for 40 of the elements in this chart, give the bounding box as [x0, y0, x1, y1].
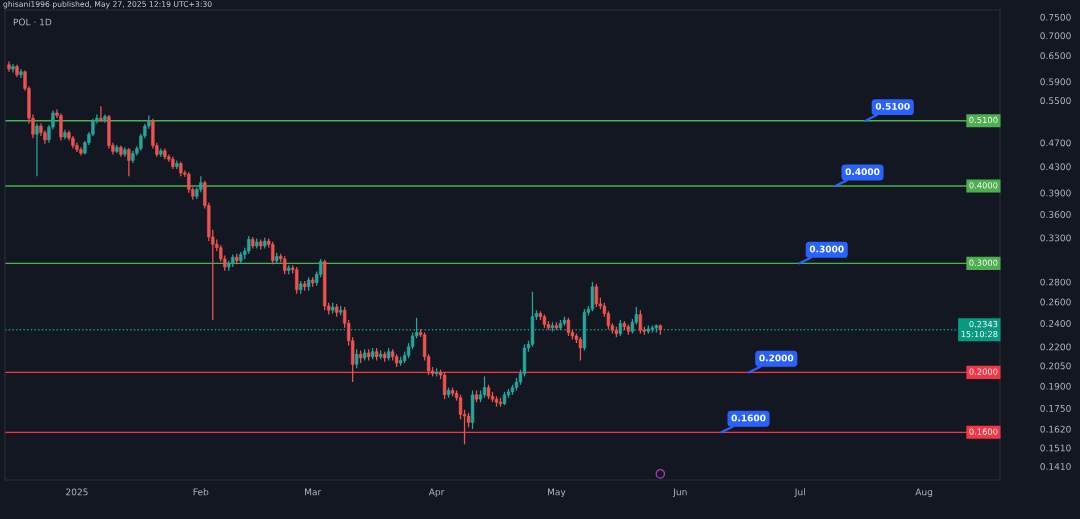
ref-line-label: 0.5100 [969, 116, 998, 124]
y-tick-label: 0.1410 [1040, 463, 1071, 470]
y-tick-label: 0.7500 [1040, 13, 1071, 21]
y-tick-label: 0.2400 [1040, 320, 1071, 327]
text: 0.5100 [875, 102, 910, 110]
ref-line-label: 0.4000 [969, 182, 998, 189]
y-tick-label: 0.1620 [1040, 425, 1071, 433]
y-tick-label: 0.2050 [1040, 362, 1071, 370]
x-tick-label: Feb [193, 488, 209, 496]
text: 0.3000 [809, 245, 844, 253]
x-tick-label: Aug [915, 488, 933, 498]
y-tick-label: 0.2600 [1040, 298, 1071, 306]
x-tick-label: Jun [672, 488, 687, 497]
ref-line-label: 0.2000 [969, 368, 998, 375]
y-tick-label: 0.7000 [1040, 32, 1071, 40]
x-tick-label: 2025 [66, 488, 88, 496]
ref-line-label: 0.3000 [969, 259, 998, 266]
text: 0.4000 [845, 168, 880, 176]
y-tick-label: 0.5500 [1040, 97, 1071, 104]
y-tick-label: 0.1510 [1040, 444, 1071, 452]
x-tick-label: Apr [428, 488, 445, 498]
y-tick-label: 0.6500 [1040, 52, 1071, 60]
text: 0.2000 [759, 354, 794, 362]
x-tick-label: Jul [794, 488, 805, 497]
x-tick-label: Mar [305, 488, 322, 496]
y-tick-label: 0.2200 [1040, 343, 1071, 351]
x-tick-label: May [548, 488, 566, 498]
y-tick-label: 0.2800 [1040, 278, 1071, 286]
y-tick-label: 0.4700 [1040, 139, 1071, 147]
ref-line-label: 0.1600 [969, 428, 998, 435]
y-tick-label: 0.5900 [1040, 78, 1071, 86]
y-tick-label: 0.3900 [1040, 189, 1071, 197]
y-tick-label: 0.3600 [1040, 211, 1071, 218]
ref-line-label: 0.2343 15:10:28 [961, 320, 998, 338]
text: POL · 1D [13, 18, 52, 26]
y-tick-label: 0.1750 [1040, 404, 1071, 412]
y-tick-label: 0.1900 [1040, 382, 1071, 390]
text: 0.1600 [731, 414, 766, 422]
y-tick-label: 0.4300 [1040, 163, 1071, 171]
y-tick-label: 0.3300 [1040, 234, 1071, 242]
